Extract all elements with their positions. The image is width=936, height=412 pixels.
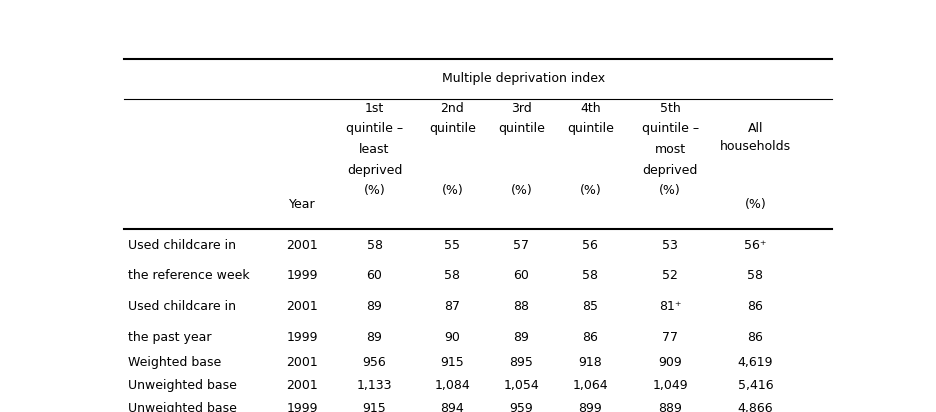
Text: 1,084: 1,084 [434, 379, 471, 392]
Text: Used childcare in: Used childcare in [128, 300, 236, 313]
Text: 894: 894 [441, 402, 464, 412]
Text: 2nd: 2nd [441, 102, 464, 115]
Text: (%): (%) [659, 184, 681, 197]
Text: 918: 918 [578, 356, 602, 369]
Text: All
households: All households [720, 122, 791, 153]
Text: most: most [654, 143, 686, 156]
Text: 53: 53 [662, 239, 678, 252]
Text: 56⁺: 56⁺ [744, 239, 767, 252]
Text: 52: 52 [662, 269, 678, 283]
Text: quintile –: quintile – [641, 122, 698, 136]
Text: 58: 58 [367, 239, 383, 252]
Text: 1,133: 1,133 [357, 379, 392, 392]
Text: 1,049: 1,049 [652, 379, 688, 392]
Text: 1999: 1999 [286, 402, 317, 412]
Text: deprived: deprived [347, 164, 402, 177]
Text: quintile: quintile [429, 122, 475, 136]
Text: quintile –: quintile – [346, 122, 403, 136]
Text: the past year: the past year [128, 331, 212, 344]
Text: (%): (%) [579, 184, 601, 197]
Text: deprived: deprived [642, 164, 698, 177]
Text: Weighted base: Weighted base [128, 356, 221, 369]
Text: 1999: 1999 [286, 269, 317, 283]
Text: 5,416: 5,416 [738, 379, 773, 392]
Text: 86: 86 [748, 331, 763, 344]
Text: 4,619: 4,619 [738, 356, 773, 369]
Text: 959: 959 [509, 402, 534, 412]
Text: 58: 58 [445, 269, 461, 283]
Text: 86: 86 [748, 300, 763, 313]
Text: 57: 57 [514, 239, 530, 252]
Text: 2001: 2001 [286, 379, 318, 392]
Text: 60: 60 [367, 269, 383, 283]
Text: 89: 89 [367, 331, 383, 344]
Text: 89: 89 [367, 300, 383, 313]
Text: 956: 956 [362, 356, 387, 369]
Text: Unweighted base: Unweighted base [128, 379, 237, 392]
Text: 56: 56 [582, 239, 598, 252]
Text: 58: 58 [582, 269, 598, 283]
Text: 55: 55 [445, 239, 461, 252]
Text: 3rd: 3rd [511, 102, 532, 115]
Text: 89: 89 [514, 331, 530, 344]
Text: 88: 88 [514, 300, 530, 313]
Text: the reference week: the reference week [128, 269, 250, 283]
Text: Year: Year [288, 198, 315, 211]
Text: 889: 889 [658, 402, 682, 412]
Text: 899: 899 [578, 402, 602, 412]
Text: 2001: 2001 [286, 239, 318, 252]
Text: 81⁺: 81⁺ [659, 300, 681, 313]
Text: 2001: 2001 [286, 300, 318, 313]
Text: 85: 85 [582, 300, 598, 313]
Text: 5th: 5th [660, 102, 680, 115]
Text: Used childcare in: Used childcare in [128, 239, 236, 252]
Text: 895: 895 [509, 356, 534, 369]
Text: Unweighted base: Unweighted base [128, 402, 237, 412]
Text: 1,064: 1,064 [573, 379, 608, 392]
Text: 87: 87 [445, 300, 461, 313]
Text: 60: 60 [514, 269, 530, 283]
Text: 2001: 2001 [286, 356, 318, 369]
Text: Multiple deprivation index: Multiple deprivation index [442, 72, 605, 85]
Text: 77: 77 [662, 331, 678, 344]
Text: (%): (%) [510, 184, 533, 197]
Text: 4th: 4th [580, 102, 601, 115]
Text: quintile: quintile [567, 122, 614, 136]
Text: 4,866: 4,866 [738, 402, 773, 412]
Text: 1st: 1st [365, 102, 384, 115]
Text: (%): (%) [442, 184, 463, 197]
Text: least: least [359, 143, 389, 156]
Text: 909: 909 [658, 356, 682, 369]
Text: quintile: quintile [498, 122, 545, 136]
Text: 58: 58 [747, 269, 764, 283]
Text: 86: 86 [582, 331, 598, 344]
Text: 1999: 1999 [286, 331, 317, 344]
Text: (%): (%) [744, 198, 767, 211]
Text: (%): (%) [364, 184, 386, 197]
Text: 915: 915 [362, 402, 387, 412]
Text: 1,054: 1,054 [504, 379, 539, 392]
Text: 90: 90 [445, 331, 461, 344]
Text: 915: 915 [441, 356, 464, 369]
